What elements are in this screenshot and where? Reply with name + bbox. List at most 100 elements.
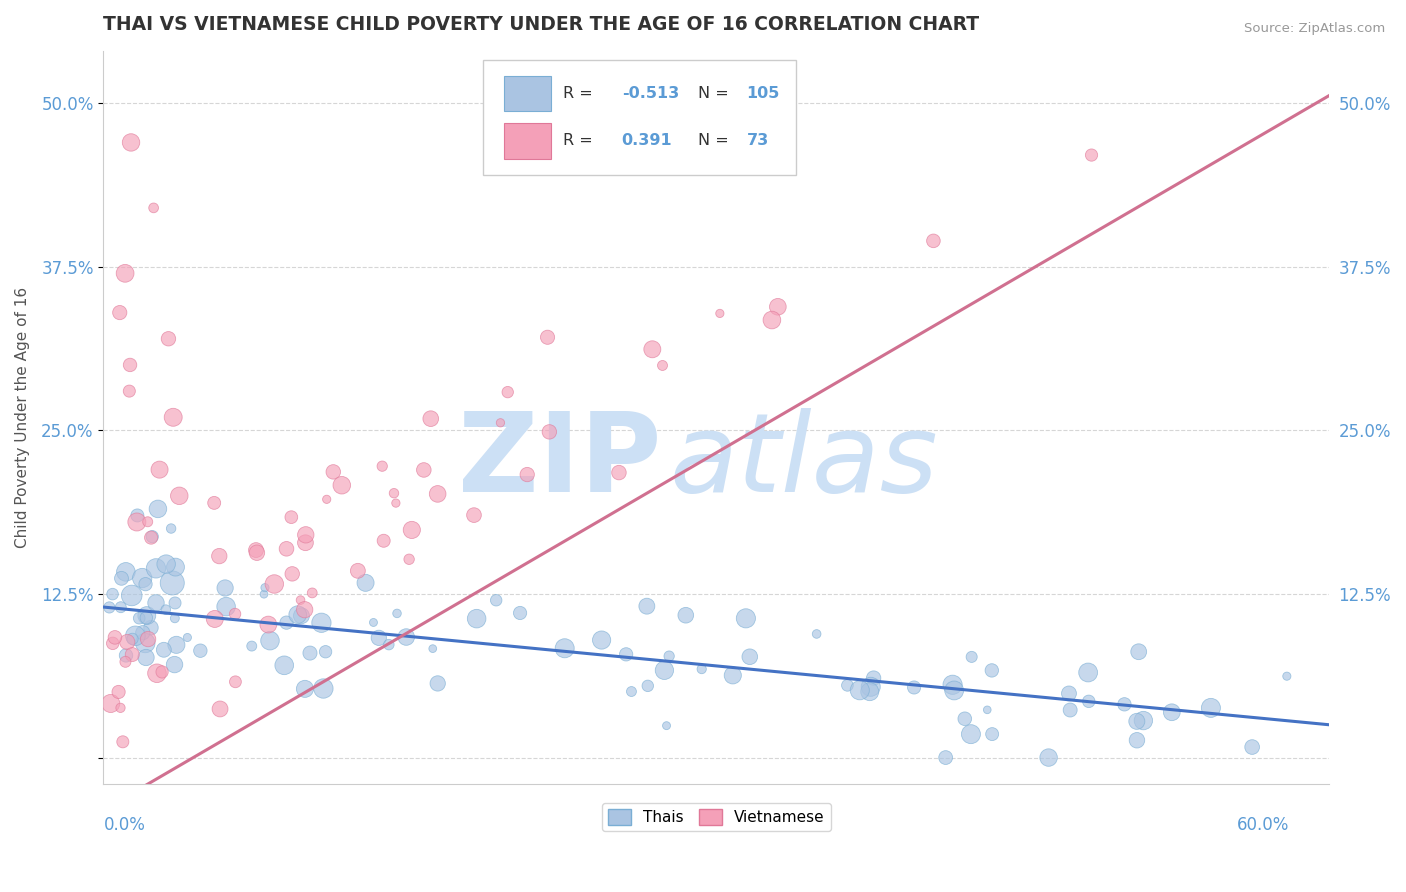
- Point: [766, 300, 789, 314]
- Point: [118, 384, 141, 398]
- Point: [709, 306, 731, 320]
- Text: R =: R =: [562, 134, 593, 148]
- Point: [135, 608, 157, 623]
- Point: [162, 576, 184, 591]
- Point: [690, 662, 713, 676]
- Point: [146, 666, 169, 681]
- Point: [209, 702, 232, 716]
- Point: [1077, 694, 1099, 708]
- Point: [738, 649, 761, 664]
- Point: [1126, 733, 1149, 747]
- Point: [837, 678, 859, 692]
- Y-axis label: Child Poverty Under the Age of 16: Child Poverty Under the Age of 16: [15, 286, 30, 548]
- Point: [163, 596, 186, 610]
- Point: [614, 648, 637, 662]
- Text: R =: R =: [562, 86, 593, 101]
- Point: [134, 636, 156, 650]
- Point: [347, 564, 370, 578]
- Point: [121, 632, 143, 646]
- Point: [641, 343, 664, 357]
- Point: [146, 502, 169, 516]
- Point: [114, 266, 136, 280]
- Point: [253, 581, 276, 595]
- Point: [637, 679, 659, 693]
- Point: [620, 684, 643, 698]
- Point: [398, 552, 420, 566]
- Point: [101, 587, 124, 601]
- Point: [163, 657, 186, 672]
- Point: [371, 459, 394, 474]
- Point: [165, 638, 187, 652]
- Point: [117, 635, 139, 649]
- Point: [848, 683, 870, 698]
- Point: [145, 561, 167, 575]
- Point: [463, 508, 485, 522]
- Point: [385, 496, 408, 510]
- Point: [382, 486, 405, 500]
- Point: [734, 611, 756, 625]
- Point: [162, 410, 184, 425]
- Point: [214, 581, 236, 595]
- Point: [104, 631, 127, 645]
- Point: [224, 674, 246, 689]
- Point: [322, 465, 344, 479]
- Point: [135, 577, 157, 591]
- Point: [658, 649, 681, 664]
- Point: [257, 617, 280, 632]
- Point: [190, 643, 212, 657]
- Point: [1126, 714, 1149, 729]
- Point: [215, 599, 238, 614]
- Point: [378, 638, 401, 652]
- Point: [960, 649, 983, 664]
- Point: [1128, 645, 1150, 659]
- Point: [125, 515, 148, 529]
- Point: [1275, 669, 1298, 683]
- Point: [367, 631, 389, 645]
- Point: [153, 642, 176, 657]
- Point: [276, 615, 298, 630]
- Point: [120, 136, 142, 150]
- Text: 105: 105: [747, 86, 780, 101]
- Point: [426, 487, 449, 501]
- Point: [150, 665, 173, 679]
- Point: [301, 586, 323, 600]
- Point: [157, 332, 180, 346]
- Point: [110, 600, 132, 615]
- Point: [101, 636, 124, 650]
- Point: [135, 611, 157, 625]
- Point: [1132, 714, 1154, 728]
- Text: 73: 73: [747, 134, 769, 148]
- Point: [655, 719, 678, 733]
- Point: [960, 727, 983, 741]
- Point: [202, 496, 225, 510]
- Point: [100, 697, 122, 711]
- Point: [131, 571, 153, 585]
- Point: [651, 359, 673, 373]
- Bar: [505, 123, 551, 159]
- Point: [259, 633, 281, 648]
- Point: [280, 510, 302, 524]
- Point: [169, 489, 191, 503]
- Point: [395, 630, 418, 644]
- Point: [903, 681, 925, 695]
- Text: -0.513: -0.513: [621, 86, 679, 101]
- Point: [115, 648, 138, 663]
- Point: [263, 577, 285, 591]
- Point: [496, 385, 519, 400]
- Point: [281, 566, 304, 581]
- Point: [118, 358, 141, 372]
- Point: [312, 681, 335, 696]
- Point: [536, 330, 558, 344]
- Point: [636, 599, 658, 614]
- Point: [294, 681, 316, 696]
- Point: [294, 528, 316, 542]
- Point: [315, 645, 337, 659]
- Point: [981, 727, 1004, 741]
- Point: [155, 557, 177, 571]
- Point: [176, 631, 198, 645]
- Text: N =: N =: [697, 134, 728, 148]
- Point: [108, 305, 131, 319]
- Point: [422, 641, 444, 656]
- Text: 60.0%: 60.0%: [1237, 816, 1289, 834]
- Point: [115, 565, 138, 579]
